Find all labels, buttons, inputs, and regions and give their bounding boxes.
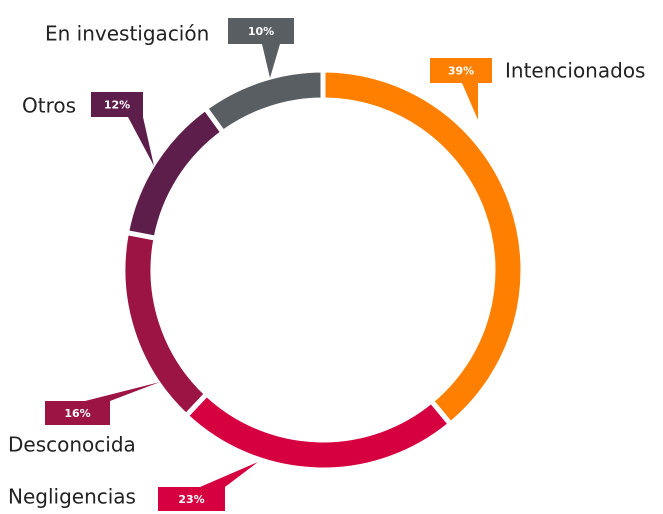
value-label: 12% xyxy=(104,99,130,112)
donut-segment xyxy=(182,390,455,473)
callout-box xyxy=(91,92,143,117)
callout-box xyxy=(158,487,225,511)
category-label: Otros xyxy=(22,94,76,118)
callout-pointer xyxy=(200,462,258,487)
value-label: 16% xyxy=(64,407,90,420)
value-label: 10% xyxy=(248,25,274,38)
category-label: En investigación xyxy=(45,22,209,46)
callout-pointer xyxy=(85,382,160,401)
callout-pointer xyxy=(128,117,154,166)
category-label: Desconocida xyxy=(8,433,136,457)
callout-pointer xyxy=(462,83,478,120)
donut-segment xyxy=(320,67,526,428)
category-label: Negligencias xyxy=(8,485,136,509)
callout-box xyxy=(430,58,492,83)
callout-box xyxy=(45,401,110,425)
value-label: 23% xyxy=(178,493,204,506)
value-label: 39% xyxy=(448,65,474,78)
category-label: Intencionados xyxy=(505,59,645,83)
callout-box xyxy=(228,18,294,44)
callout-pointer xyxy=(262,44,280,78)
donut-segment xyxy=(201,67,326,136)
